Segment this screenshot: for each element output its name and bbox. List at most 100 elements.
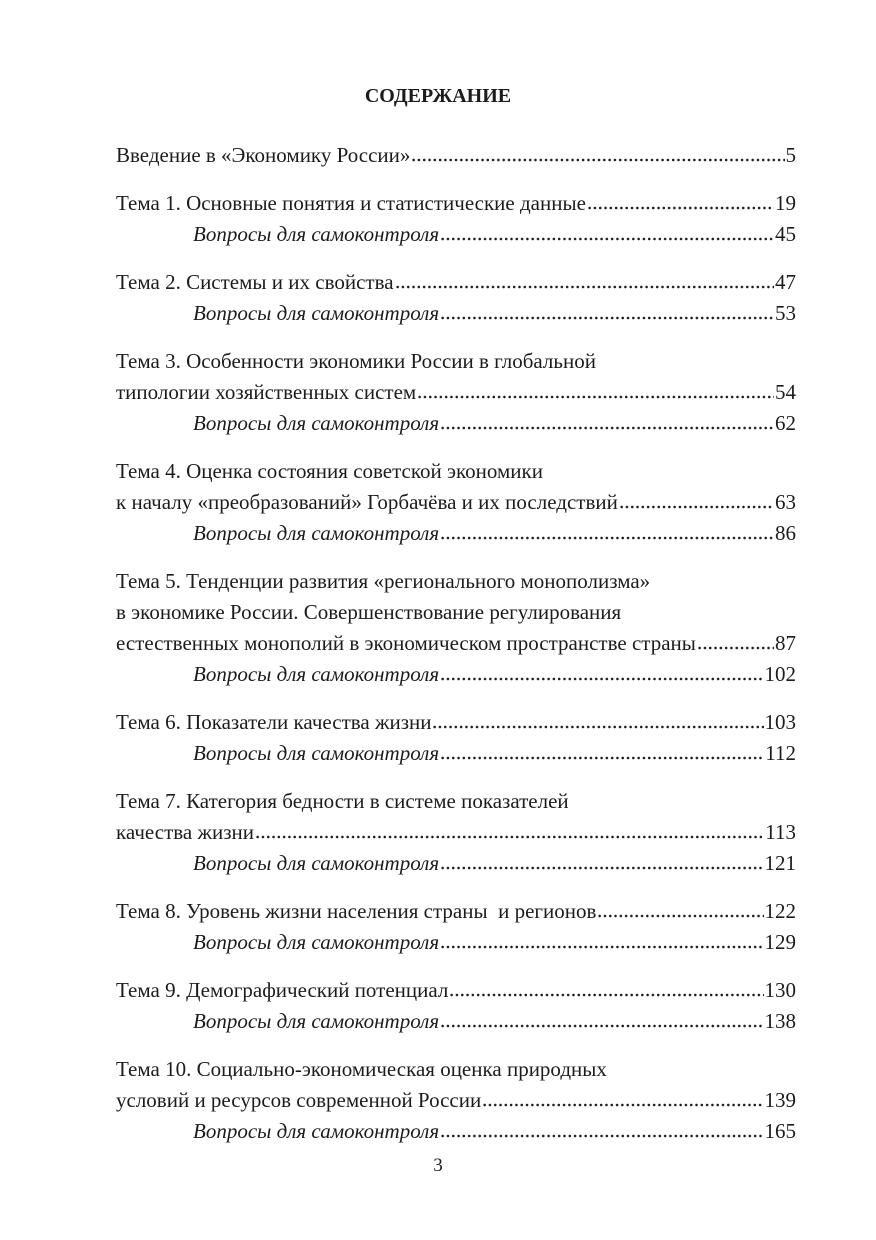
questions-row: Вопросы для самоконтроля 102 — [116, 659, 796, 690]
leader-dots — [432, 721, 764, 729]
page-ref: 130 — [764, 978, 797, 1002]
leader-dots — [440, 532, 774, 540]
toc-entry: Тема 8. Уровень жизни населения страны и… — [116, 896, 796, 958]
entry-label: Тема 6. Показатели качества жизни — [116, 710, 432, 734]
entry-label: Введение в «Экономику России» — [116, 143, 411, 167]
entry-label: Вопросы для самоконтроля — [193, 521, 440, 545]
entry-label: типологии хозяйственных систем — [116, 380, 417, 404]
page-ref: 62 — [775, 411, 796, 435]
entry-label: Вопросы для самоконтроля — [193, 1119, 440, 1143]
entry-row: естественных монополий в экономическом п… — [116, 628, 796, 659]
questions-row: Вопросы для самоконтроля 62 — [116, 408, 796, 439]
page-ref: 45 — [775, 222, 796, 246]
page-ref: 112 — [765, 741, 796, 765]
leader-dots — [440, 312, 774, 320]
leader-dots — [440, 673, 764, 681]
page-ref: 122 — [764, 899, 797, 923]
toc-entry: Тема 4. Оценка состояния советской эконо… — [116, 456, 796, 549]
leader-dots — [255, 831, 765, 839]
questions-row: Вопросы для самоконтроля 138 — [116, 1006, 796, 1037]
entry-label: Вопросы для самоконтроля — [193, 662, 440, 686]
entry-label: Тема 1. Основные понятия и статистически… — [116, 191, 586, 215]
entry-row: Тема 1. Основные понятия и статистически… — [116, 188, 796, 219]
entry-line: в экономике России. Совершенствование ре… — [116, 600, 622, 624]
page-ref: 5 — [785, 143, 797, 167]
entry-label: естественных монополий в экономическом п… — [116, 631, 696, 655]
toc-entry: Тема 1. Основные понятия и статистически… — [116, 188, 796, 250]
page-ref: 103 — [764, 710, 797, 734]
page-ref: 139 — [764, 1088, 797, 1112]
entry-label: условий и ресурсов современной России — [116, 1088, 482, 1112]
page-ref: 86 — [775, 521, 796, 545]
page-ref: 113 — [765, 820, 796, 844]
leader-dots — [394, 281, 774, 289]
entry-label: Вопросы для самоконтроля — [193, 411, 440, 435]
toc-entry: Тема 5. Тенденции развития «региональног… — [116, 566, 796, 690]
leader-dots — [440, 752, 765, 760]
entry-row: Тема 9. Демографический потенциал 130 — [116, 975, 796, 1006]
toc-entry: Введение в «Экономику России» 5 — [116, 140, 796, 171]
page-ref: 102 — [764, 662, 797, 686]
leader-dots — [440, 422, 774, 430]
entry-label: Тема 2. Системы и их свойства — [116, 270, 394, 294]
entry-line: Тема 7. Категория бедности в системе пок… — [116, 789, 569, 813]
questions-row: Вопросы для самоконтроля 129 — [116, 927, 796, 958]
questions-row: Вопросы для самоконтроля 45 — [116, 219, 796, 250]
leader-dots — [440, 862, 764, 870]
entry-line: Тема 10. Социально-экономическая оценка … — [116, 1057, 607, 1081]
entry-label: к началу «преобразований» Горбачёва и их… — [116, 490, 618, 514]
leader-dots — [482, 1099, 764, 1107]
toc-entry: Тема 10. Социально-экономическая оценка … — [116, 1054, 796, 1147]
questions-row: Вопросы для самоконтроля 112 — [116, 738, 796, 769]
entry-row: типологии хозяйственных систем 54 — [116, 377, 796, 408]
entry-line: Тема 5. Тенденции развития «региональног… — [116, 569, 651, 593]
entry-label: Тема 9. Демографический потенциал — [116, 978, 449, 1002]
page-ref: 129 — [764, 930, 797, 954]
page-ref: 63 — [775, 490, 796, 514]
questions-row: Вопросы для самоконтроля 86 — [116, 518, 796, 549]
entry-row: качества жизни 113 — [116, 817, 796, 848]
entry-row: Тема 2. Системы и их свойства 47 — [116, 267, 796, 298]
entry-row: Тема 8. Уровень жизни населения страны и… — [116, 896, 796, 927]
page-ref: 19 — [775, 191, 796, 215]
entry-label: Вопросы для самоконтроля — [193, 741, 440, 765]
leader-dots — [411, 154, 785, 162]
entry-row: к началу «преобразований» Горбачёва и их… — [116, 487, 796, 518]
entry-row: условий и ресурсов современной России 139 — [116, 1085, 796, 1116]
entry-row: Введение в «Экономику России» 5 — [116, 140, 796, 171]
leader-dots — [417, 391, 774, 399]
questions-row: Вопросы для самоконтроля 165 — [116, 1116, 796, 1147]
toc-entry: Тема 2. Системы и их свойства 47 Вопросы д… — [116, 267, 796, 329]
page-ref: 87 — [775, 631, 796, 655]
leader-dots — [618, 501, 774, 509]
leader-dots — [586, 202, 774, 210]
page-number: 3 — [433, 1155, 443, 1176]
page-ref: 54 — [775, 380, 796, 404]
entry-label: Вопросы для самоконтроля — [193, 851, 440, 875]
entry-label: Вопросы для самоконтроля — [193, 301, 440, 325]
entry-label: Вопросы для самоконтроля — [193, 222, 440, 246]
toc: Введение в «Экономику России» 5 Тема 1. Ос… — [116, 140, 796, 1164]
toc-entry: Тема 7. Категория бедности в системе пок… — [116, 786, 796, 879]
toc-entry: Тема 3. Особенности экономики России в г… — [116, 346, 796, 439]
leader-dots — [440, 1130, 764, 1138]
entry-label: Вопросы для самоконтроля — [193, 1009, 440, 1033]
page-ref: 138 — [764, 1009, 797, 1033]
entry-label: Вопросы для самоконтроля — [193, 930, 440, 954]
page-ref: 165 — [764, 1119, 797, 1143]
entry-line: Тема 3. Особенности экономики России в г… — [116, 349, 596, 373]
leader-dots — [449, 989, 764, 997]
leader-dots — [440, 1020, 764, 1028]
toc-entry: Тема 6. Показатели качества жизни 103 Вопр… — [116, 707, 796, 769]
leader-dots — [696, 642, 774, 650]
entry-line: Тема 4. Оценка состояния советской эконо… — [116, 459, 543, 483]
page-ref: 53 — [775, 301, 796, 325]
leader-dots — [597, 910, 764, 918]
toc-title: СОДЕРЖАНИЕ — [364, 85, 512, 107]
toc-entry: Тема 9. Демографический потенциал 130 Вопр… — [116, 975, 796, 1037]
page-ref: 121 — [764, 851, 797, 875]
questions-row: Вопросы для самоконтроля 121 — [116, 848, 796, 879]
leader-dots — [440, 233, 774, 241]
entry-label: качества жизни — [116, 820, 254, 844]
